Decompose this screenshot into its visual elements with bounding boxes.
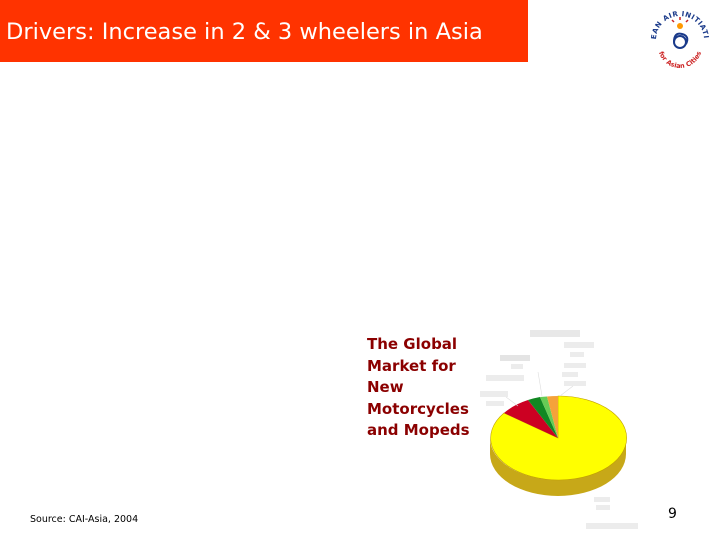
pie-slice-lightgreen — [540, 396, 558, 438]
slide-title: Drivers: Increase in 2 & 3 wheelers in A… — [6, 19, 483, 45]
chart-caption: The Global Market for New Motorcycles an… — [367, 334, 487, 442]
logo-icon: CLEAN AIR INITIATIVE for Asian Cities — [637, 0, 710, 70]
caption-line: Motorcycles — [367, 399, 469, 418]
pie-label-blob — [511, 364, 523, 369]
caption-line: Market for — [367, 356, 456, 375]
pie-label-blob — [596, 505, 610, 510]
pie-slice-green — [528, 397, 558, 438]
slide-number: 9 — [668, 506, 677, 522]
source-note: Source: CAI-Asia, 2004 — [30, 514, 139, 525]
pie-label-blob — [480, 391, 508, 397]
market-pie-chart — [480, 330, 638, 529]
pie-label-blob — [594, 497, 610, 502]
pie-slice-asia — [490, 395, 627, 481]
pie-side — [490, 438, 626, 496]
pie-label-blob — [562, 372, 578, 377]
pie-label-blob — [486, 401, 504, 406]
title-bar: Drivers: Increase in 2 & 3 wheelers in A… — [0, 0, 528, 62]
pie-slice-red — [504, 400, 558, 438]
caption-line: New — [367, 378, 404, 396]
caption-line: and Mopeds — [367, 421, 470, 439]
pie-label-blob — [564, 342, 594, 348]
pie-label-blob — [586, 523, 638, 529]
svg-text:for Asian Cities: for Asian Cities — [657, 50, 703, 70]
pie-label-blob — [564, 381, 586, 386]
logo-swirl-icon — [671, 17, 689, 49]
pie-label-blob — [564, 363, 586, 368]
svg-text:CLEAN AIR INITIATIVE: CLEAN AIR INITIATIVE — [640, 2, 710, 40]
pie-slice-orange — [547, 395, 558, 438]
pie-label-blob — [500, 355, 530, 361]
logo-text-top: CLEAN AIR INITIATIVE — [637, 0, 709, 40]
logo-text-bottom: for Asian Cities — [657, 50, 703, 70]
clean-air-initiative-logo: CLEAN AIR INITIATIVE for Asian Cities — [637, 0, 720, 74]
caption-line: The Global — [367, 335, 458, 353]
pie-label-blob — [570, 352, 584, 357]
pie-label-blob — [530, 330, 580, 337]
pie-label-blob — [486, 375, 524, 381]
